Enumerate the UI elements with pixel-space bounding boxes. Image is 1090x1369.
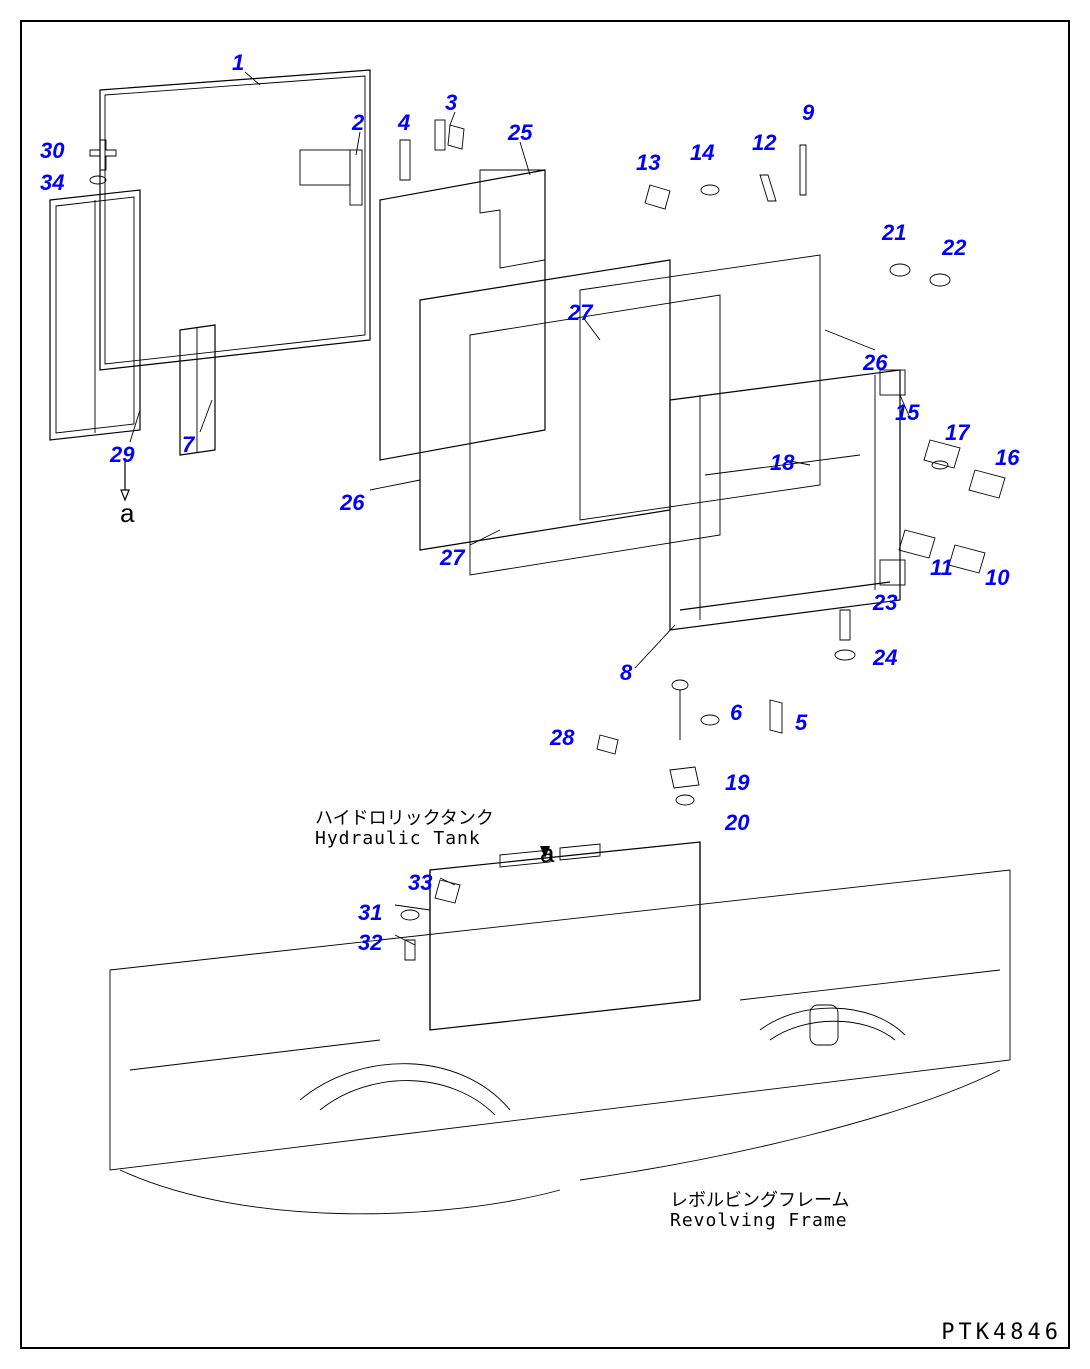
figure-id: PTK4846 xyxy=(941,1320,1062,1345)
diagram-frame xyxy=(20,20,1070,1349)
arrow-a-center xyxy=(540,846,550,858)
